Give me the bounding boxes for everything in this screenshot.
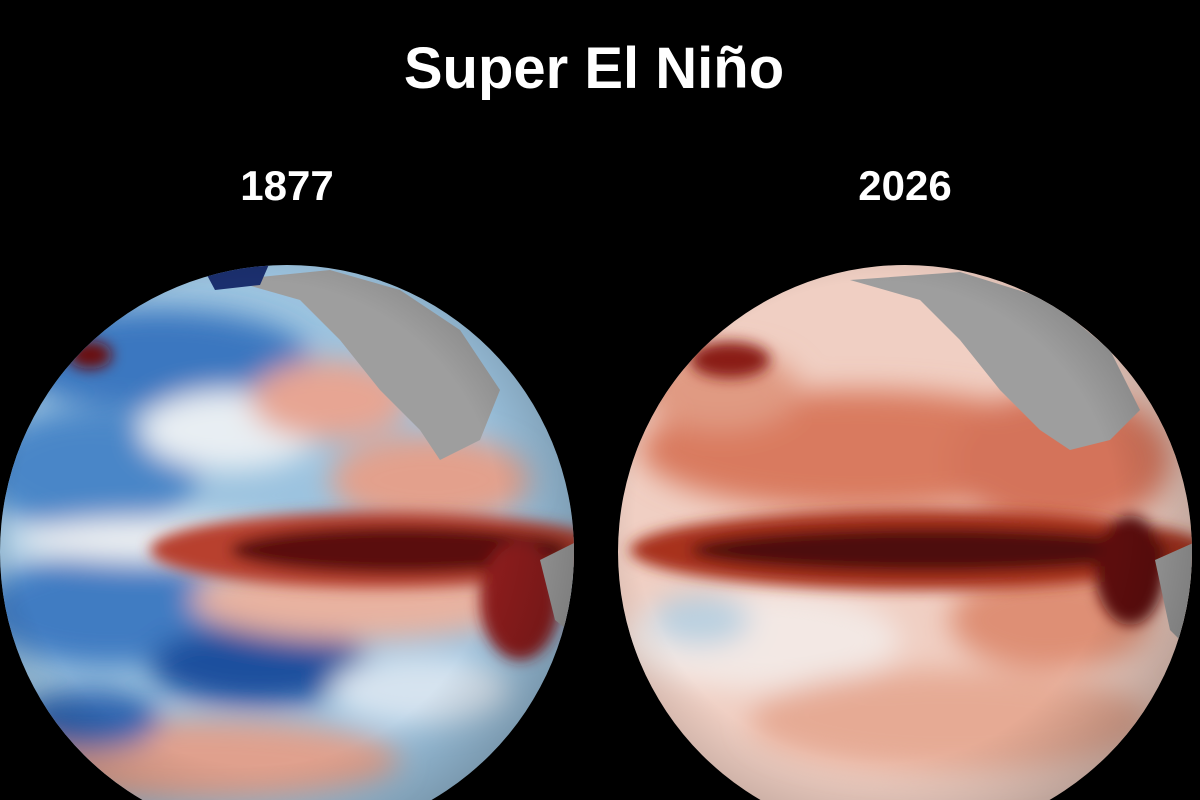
title: Super El Niño	[404, 36, 784, 101]
globe-2026	[618, 265, 1192, 800]
globe-1877	[0, 265, 574, 800]
panel-label: 1877	[240, 162, 333, 209]
panel-label: 2026	[858, 162, 951, 209]
